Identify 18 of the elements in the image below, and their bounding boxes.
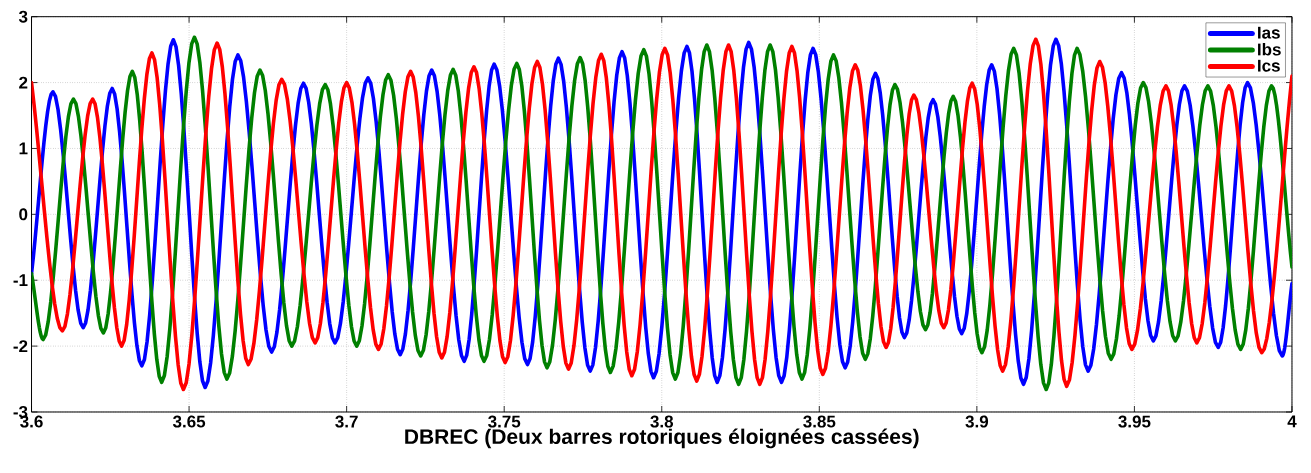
x-tick-label: 3.85	[803, 415, 836, 428]
y-tick-label: 2	[19, 76, 28, 89]
y-tick-label: -2	[13, 340, 28, 353]
legend-label: Ics	[1258, 59, 1280, 72]
y-tick-label: -1	[13, 274, 28, 287]
x-tick-label: 3.8	[650, 415, 674, 428]
legend-label: Ibs	[1258, 43, 1281, 56]
y-tick-label: 0	[19, 208, 28, 221]
x-tick-label: 3.65	[172, 415, 206, 428]
x-tick-label: 3.7	[335, 415, 358, 428]
x-tick-label: 3.9	[965, 415, 989, 428]
legend-label: Ias	[1258, 26, 1280, 39]
x-tick-label: 4	[1287, 415, 1297, 428]
x-axis-title: DBREC (Deux barres rotoriques éloignées cassées)	[405, 428, 919, 449]
x-tick-label: 3.75	[488, 415, 521, 428]
y-tick-label: 1	[19, 142, 28, 155]
y-tick-label: 3	[18, 10, 28, 23]
x-tick-label: 3.95	[1118, 415, 1151, 428]
